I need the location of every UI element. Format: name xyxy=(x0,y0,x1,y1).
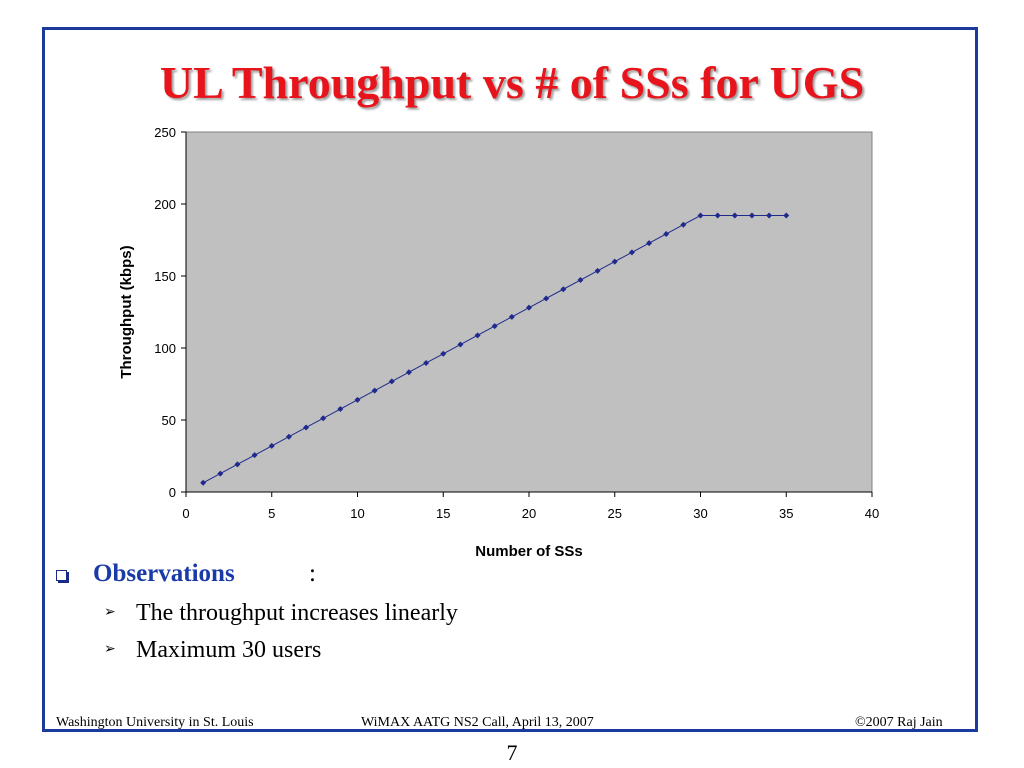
x-axis-title: Number of SSs xyxy=(475,543,583,560)
data-point xyxy=(508,313,515,320)
data-point xyxy=(251,452,258,459)
data-point xyxy=(731,212,738,219)
data-point xyxy=(714,212,721,219)
plot-area xyxy=(185,131,873,493)
data-point xyxy=(491,323,498,330)
observations-colon: : xyxy=(309,560,316,587)
data-point xyxy=(388,378,395,385)
y-axis-title: Throughput (kbps) xyxy=(118,245,135,378)
y-tick-label: 200 xyxy=(154,197,176,212)
x-tick-label: 5 xyxy=(268,506,275,521)
footer-center: WiMAX AATG NS2 Call, April 13, 2007 xyxy=(361,715,594,730)
x-tick-label: 35 xyxy=(779,506,793,521)
data-point xyxy=(268,442,275,449)
data-point xyxy=(594,267,601,274)
data-point xyxy=(783,212,790,219)
data-point xyxy=(200,479,207,486)
x-tick-label: 15 xyxy=(436,506,450,521)
data-point xyxy=(766,212,773,219)
y-tick-label: 50 xyxy=(162,413,176,428)
data-point xyxy=(628,249,635,256)
y-tick-label: 150 xyxy=(154,269,176,284)
data-point xyxy=(577,277,584,284)
data-point xyxy=(457,341,464,348)
data-point xyxy=(680,221,687,228)
data-point xyxy=(371,387,378,394)
data-point xyxy=(560,286,567,293)
x-axis: 0 5 10 15 20 25 30 35 40 xyxy=(182,491,879,521)
x-tick-label: 30 xyxy=(693,506,707,521)
observations-label: Observations xyxy=(93,560,235,587)
data-point xyxy=(217,470,224,477)
data-point xyxy=(354,396,361,403)
data-point xyxy=(303,424,310,431)
data-point xyxy=(423,359,430,366)
data-point xyxy=(234,461,241,468)
slide-frame xyxy=(42,27,978,732)
data-point xyxy=(405,369,412,376)
slide-title: UL Throughput vs # of SSs for UGS xyxy=(159,57,865,108)
checkbox-bullet-icon xyxy=(56,570,67,581)
y-tick-label: 250 xyxy=(154,125,176,140)
data-point xyxy=(337,406,344,413)
observation-text: Maximum 30 users xyxy=(136,637,322,663)
data-point xyxy=(474,332,481,339)
x-tick-label: 40 xyxy=(865,506,879,521)
data-point xyxy=(611,258,618,265)
x-tick-label: 10 xyxy=(350,506,364,521)
footer-right: ©2007 Raj Jain xyxy=(855,715,943,730)
observation-text: The throughput increases linearly xyxy=(136,600,458,626)
x-tick-label: 0 xyxy=(182,506,189,521)
series-points xyxy=(200,212,790,486)
data-point xyxy=(285,433,292,440)
page-number: 7 xyxy=(506,740,518,765)
arrow-bullet-icon: ➢ xyxy=(104,642,116,657)
data-point xyxy=(646,240,653,247)
x-tick-label: 25 xyxy=(608,506,622,521)
arrow-bullet-icon: ➢ xyxy=(104,605,116,620)
y-axis: 0 50 100 150 200 250 xyxy=(154,125,187,500)
y-tick-label: 0 xyxy=(169,485,176,500)
data-point xyxy=(748,212,755,219)
y-tick-label: 100 xyxy=(154,341,176,356)
data-point xyxy=(697,212,704,219)
data-point xyxy=(663,230,670,237)
footer-left: Washington University in St. Louis xyxy=(56,715,254,730)
data-point xyxy=(526,304,532,311)
x-tick-label: 20 xyxy=(522,506,536,521)
data-point xyxy=(543,295,550,302)
data-point xyxy=(320,415,327,422)
data-point xyxy=(440,350,447,357)
